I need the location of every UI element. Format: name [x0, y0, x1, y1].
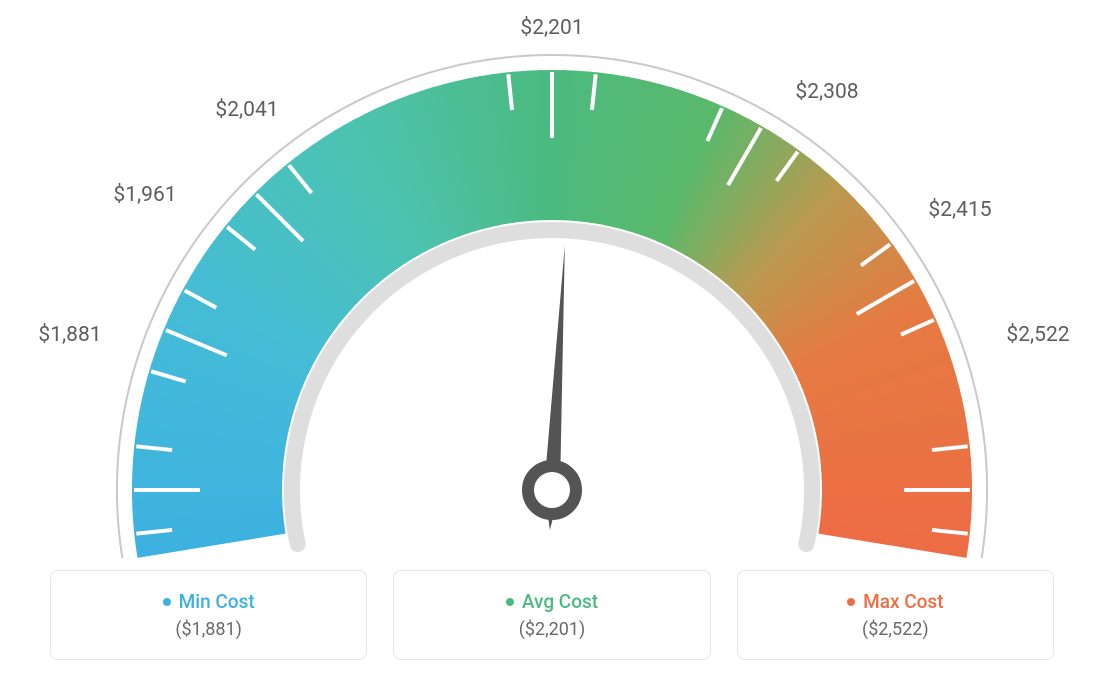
legend-card-avg: Avg Cost ($2,201) [393, 570, 710, 660]
legend-dot-max [847, 598, 855, 606]
legend-row: Min Cost ($1,881) Avg Cost ($2,201) Max … [50, 570, 1054, 660]
gauge-tick-label: $2,201 [520, 16, 583, 40]
legend-dot-min [163, 598, 171, 606]
gauge-tick-label: $2,415 [928, 198, 991, 222]
gauge-chart-container: $1,881 $1,961 $2,041 $2,201 $2,308 $2,415 $2,5… [0, 0, 1104, 690]
gauge-tick-label: $1,881 [38, 323, 101, 347]
legend-card-min: Min Cost ($1,881) [50, 570, 367, 660]
legend-title-avg: Avg Cost [506, 590, 598, 613]
legend-title-min-text: Min Cost [179, 590, 255, 613]
gauge-tick-label: $2,041 [215, 98, 278, 122]
gauge-svg [0, 0, 1104, 560]
legend-value-max: ($2,522) [862, 619, 929, 640]
legend-dot-avg [506, 598, 514, 606]
legend-value-min: ($1,881) [175, 619, 242, 640]
legend-title-min: Min Cost [163, 590, 255, 613]
gauge-needle-hub [528, 466, 576, 514]
legend-title-avg-text: Avg Cost [522, 590, 598, 613]
gauge-tick-label: $2,308 [795, 80, 858, 104]
legend-value-avg: ($2,201) [519, 619, 586, 640]
legend-card-max: Max Cost ($2,522) [737, 570, 1054, 660]
gauge-area: $1,881 $1,961 $2,041 $2,201 $2,308 $2,415 $2,5… [0, 0, 1104, 560]
gauge-tick-label: $1,961 [113, 183, 176, 207]
legend-title-max: Max Cost [847, 590, 943, 613]
gauge-tick-label: $2,522 [1006, 323, 1069, 347]
legend-title-max-text: Max Cost [863, 590, 943, 613]
